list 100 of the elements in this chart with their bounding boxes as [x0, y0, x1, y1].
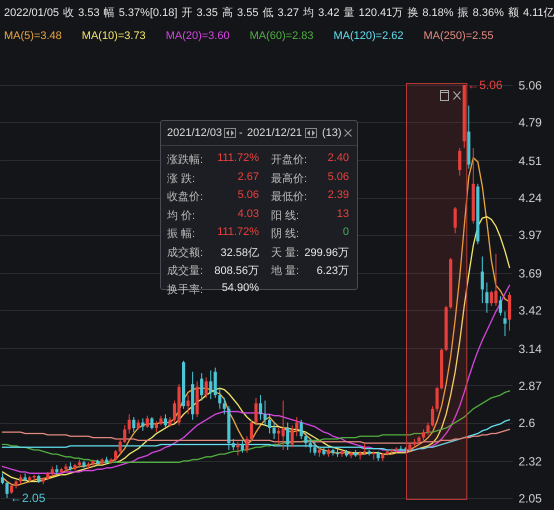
annotation: ←2.05 — [10, 491, 46, 505]
candlestick — [218, 388, 222, 410]
annotation: 808.56万 — [214, 264, 259, 278]
annotation: 54.90% — [222, 282, 259, 294]
candlestick — [114, 449, 118, 462]
candlestick — [498, 296, 502, 316]
candlestick — [55, 464, 58, 476]
annotation: 5.06 — [328, 170, 349, 182]
candlestick — [250, 419, 254, 442]
chart-title: 2022/01/05 收 3.53 幅 5.37%[0.18] 开 3.35 高 3.55 低 3.27 均 3.42 量 120.41万 换 8.18% 振 8.36% 额 4.11亿 — [4, 6, 554, 20]
annotation: 天 量: — [271, 246, 300, 260]
candlestick — [50, 466, 54, 477]
y-tick-label: 3.42 — [518, 304, 542, 318]
candlestick — [258, 394, 262, 420]
candlestick — [204, 376, 208, 398]
candlestick — [494, 253, 498, 306]
candlestick — [458, 148, 462, 176]
y-tick-label: 2.32 — [518, 454, 542, 468]
candlestick — [435, 386, 439, 412]
annotation: (13) — [322, 127, 342, 139]
candlestick — [268, 414, 272, 434]
candlestick — [5, 481, 9, 498]
candlestick — [19, 474, 22, 485]
candlestick — [286, 422, 290, 450]
candlestick — [272, 422, 276, 440]
y-tick-label: 3.69 — [518, 266, 542, 280]
candlestick — [245, 436, 249, 454]
annotation: 成交额: — [167, 246, 204, 260]
annotation: 成交量: — [167, 264, 204, 278]
candlestick — [136, 419, 140, 430]
y-tick-label: 2.87 — [518, 378, 542, 393]
annotation: 111.72% — [217, 226, 259, 238]
y-tick-label: 2.6 — [518, 416, 536, 430]
candlestick — [304, 432, 308, 448]
candlestick — [308, 438, 312, 454]
candlestick — [254, 397, 258, 426]
candlestick — [132, 416, 136, 433]
text: MA(10)=3.73 — [82, 30, 146, 42]
annotation: 2.39 — [328, 189, 349, 201]
annotation: 32.58亿 — [220, 246, 259, 260]
candlestick — [263, 400, 267, 426]
text: MA(5)=3.48 — [4, 30, 62, 42]
text: MA(60)=2.83 — [250, 30, 314, 42]
candlestick — [422, 428, 426, 441]
candlestick — [300, 419, 303, 440]
annotation: 2.40 — [328, 152, 349, 164]
line-series — [2, 390, 510, 463]
annotation: 0 — [342, 226, 349, 238]
annotation: 换手率: — [167, 282, 204, 296]
candlestick — [168, 416, 172, 428]
y-tick-label: 4.79 — [518, 116, 542, 130]
candlestick — [164, 414, 168, 429]
annotation: ←5.06 — [467, 78, 503, 92]
annotation: 开盘价: — [271, 153, 308, 167]
annotation: 4.03 — [238, 208, 259, 220]
y-tick-label: 5.06 — [518, 78, 542, 92]
candlestick — [118, 438, 122, 455]
candlestick — [123, 424, 126, 444]
candlestick — [313, 441, 316, 456]
candlestick — [200, 372, 204, 402]
annotation: 13 — [336, 208, 349, 220]
annotation: 阳 线: — [271, 208, 300, 222]
candlestick — [290, 424, 294, 448]
candlestick — [150, 416, 154, 430]
candlestick — [232, 438, 235, 450]
candlestick — [295, 416, 298, 437]
annotation: 2021/12/21 — [247, 127, 302, 139]
candlestick — [186, 394, 190, 415]
annotation: 最低价: — [271, 190, 308, 204]
annotation: 收盘价: — [167, 190, 204, 204]
candlestick — [146, 415, 149, 429]
candlestick — [426, 422, 430, 436]
candlestick — [430, 406, 434, 428]
text: MA(120)=2.62 — [334, 30, 404, 42]
candlestick — [128, 414, 131, 434]
annotation: 5.06 — [238, 189, 259, 201]
text: MA(250)=2.55 — [424, 30, 494, 42]
candlestick — [10, 484, 14, 494]
candlestick — [454, 206, 457, 234]
annotation: 6.23万 — [316, 264, 349, 278]
candlestick — [480, 256, 484, 304]
annotation: 2.67 — [238, 170, 259, 182]
annotation: 均 价: — [167, 208, 196, 222]
line-series — [2, 419, 510, 451]
line-series — [2, 284, 510, 474]
annotation: 最高价: — [271, 172, 308, 186]
text: MA(20)=3.60 — [166, 30, 230, 42]
candlestick — [141, 418, 144, 432]
annotation: 阴 线: — [271, 227, 300, 241]
candlestick — [376, 450, 380, 462]
candlestick — [485, 282, 488, 314]
annotation: 111.72% — [217, 152, 259, 164]
candlestick — [159, 415, 163, 426]
y-tick-label: 2.05 — [518, 492, 542, 506]
y-tick-label: 4.51 — [518, 154, 542, 168]
candlestick — [222, 397, 226, 415]
annotation: - — [239, 127, 243, 139]
annotation: 299.96万 — [304, 246, 349, 260]
candlestick — [154, 420, 158, 433]
annotation: 涨 跌: — [167, 172, 196, 186]
